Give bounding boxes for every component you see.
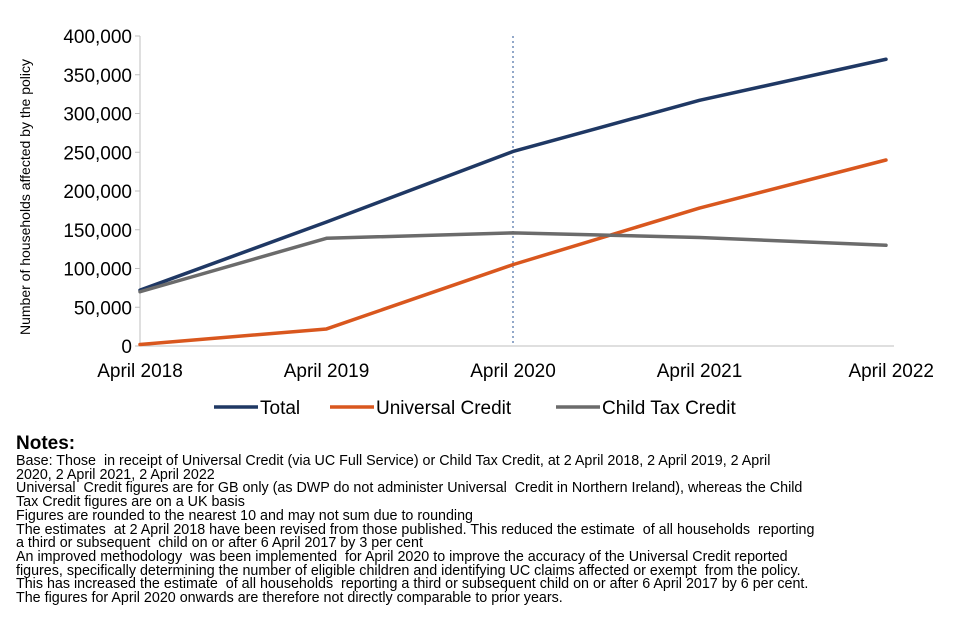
data-point-child-tax-credit xyxy=(511,231,515,235)
data-point-universal-credit xyxy=(511,263,515,267)
y-tick-label: 400,000 xyxy=(63,27,132,48)
data-point-universal-credit xyxy=(698,206,701,210)
data-point-total xyxy=(511,149,515,153)
y-tick-label: 300,000 xyxy=(63,105,132,126)
y-tick-label: 200,000 xyxy=(63,182,132,203)
y-tick-label: 50,000 xyxy=(74,298,132,319)
note-line: This has increased the estimate of all h… xyxy=(16,576,809,593)
y-axis-label: Number of households affected by the pol… xyxy=(17,59,33,335)
note-line: a third or subsequent child on or after … xyxy=(16,535,423,552)
legend-label-universal-credit: Universal Credit xyxy=(376,398,512,419)
data-point-universal-credit xyxy=(138,342,142,346)
note-line: Universal Credit figures are for GB only… xyxy=(16,480,803,497)
data-point-child-tax-credit xyxy=(884,243,888,247)
data-point-universal-credit xyxy=(325,327,328,331)
x-tick-label: April 2022 xyxy=(848,361,934,382)
note-line: An improved methodology was been impleme… xyxy=(16,548,788,565)
y-tick-label: 350,000 xyxy=(63,66,132,87)
line-chart: Number of households affected by the pol… xyxy=(17,27,934,419)
y-tick-label: 150,000 xyxy=(63,221,132,242)
data-point-child-tax-credit xyxy=(325,236,328,240)
note-line: 2020, 2 April 2021, 2 April 2022 xyxy=(16,466,215,483)
data-point-total xyxy=(325,220,328,224)
note-line: Figures are rounded to the nearest 10 an… xyxy=(16,507,473,524)
x-tick-label: April 2020 xyxy=(470,361,556,382)
y-tick-label: 0 xyxy=(121,337,132,358)
x-axis-ticks: April 2018 April 2019 April 2020 April 2021… xyxy=(97,361,934,382)
legend-label-total: Total xyxy=(260,398,300,419)
note-line: The estimates at 2 April 2018 have been … xyxy=(16,521,815,538)
series-lines xyxy=(138,57,888,347)
data-point-child-tax-credit xyxy=(698,236,701,239)
notes-title: Notes: xyxy=(16,433,76,454)
data-point-universal-credit xyxy=(884,158,888,162)
notes: Notes: Base: Those in receipt of Univers… xyxy=(16,433,946,606)
y-tick-label: 100,000 xyxy=(63,260,132,281)
note-line: The figures for April 2020 onwards are t… xyxy=(16,590,563,607)
data-point-total xyxy=(884,57,888,61)
y-axis-ticks: 0 50,000 100,000 150,000 200,000 250,000 300,0… xyxy=(63,27,140,358)
data-point-total xyxy=(698,98,701,102)
legend-label-child-tax-credit: Child Tax Credit xyxy=(602,398,736,419)
note-line: Base: Those in receipt of Universal Cred… xyxy=(16,453,771,469)
x-tick-label: April 2018 xyxy=(97,361,183,382)
data-point-child-tax-credit xyxy=(138,290,142,294)
series-line-total xyxy=(138,57,888,292)
legend: Total Universal Credit Child Tax Credit xyxy=(214,398,736,419)
y-tick-label: 250,000 xyxy=(63,143,132,164)
note-line: Tax Credit figures are on a UK basis xyxy=(16,494,245,511)
x-tick-label: April 2019 xyxy=(284,361,370,382)
notes-lines: Base: Those in receipt of Universal Cred… xyxy=(16,453,946,607)
x-tick-label: April 2021 xyxy=(657,361,743,382)
note-line: figures, specifically determining the nu… xyxy=(16,562,801,579)
